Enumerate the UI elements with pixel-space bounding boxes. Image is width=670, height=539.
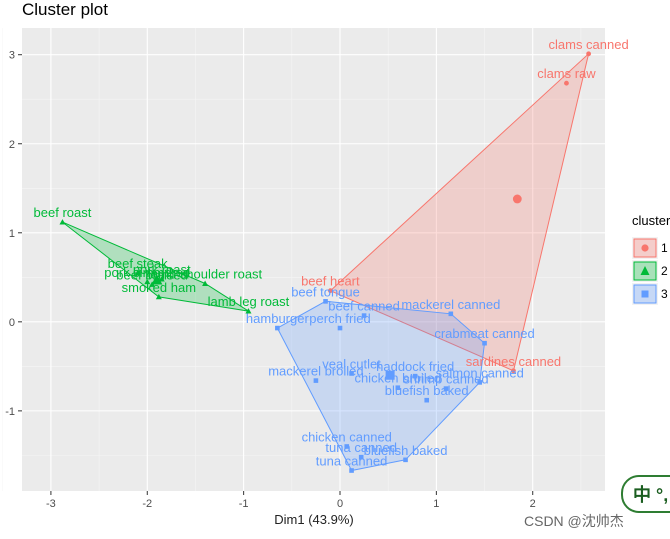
point-label: tuna canned [325,440,397,455]
data-point [202,280,209,286]
data-point [511,368,516,374]
point-label: perch fried [309,311,370,326]
cluster-center-3 [385,370,395,380]
point-labels: clams canned clams raw beef heart sardines … [34,37,629,469]
point-label: bluefish baked [385,383,469,398]
point-label: beef braised [116,267,188,282]
cluster-center-2 [151,274,163,285]
data-point [412,373,418,379]
data-point [349,468,354,473]
x-tick-label: 2 [530,498,536,510]
y-tick-label: 1 [9,228,15,240]
ime-badge[interactable]: 中 °, [621,475,670,513]
point-label: haddock fried [376,359,454,374]
data-point [361,313,367,318]
chart-title: Cluster plot [22,0,108,19]
cluster-hulls [62,52,590,472]
data-point [424,397,430,403]
cluster-hull-1 [329,52,590,372]
y-tick-label: 0 [9,317,15,329]
point-label: sardines canned [466,354,561,369]
data-point [337,325,343,331]
data-point [313,378,319,383]
legend-title: cluster [632,213,670,228]
y-tick-label: 3 [9,50,15,62]
cluster-center-1 [512,194,522,204]
point-label: hamburger [246,311,310,326]
data-point [245,308,252,314]
data-point [403,457,408,463]
data-point [327,288,333,294]
point-label: mackerel broiled [268,364,363,379]
point-label: clams canned [549,37,629,52]
point-label: mackerel canned [401,297,500,312]
x-tick-label: -2 [142,498,152,510]
data-point [482,340,487,346]
point-label: lamb shoulder roast [148,267,263,282]
point-label: beef roast [34,205,92,220]
point-label: salmon canned [436,365,524,380]
point-label: crabmeat canned [434,326,534,341]
watermark: CSDN @沈帅杰 [524,513,624,529]
data-point [477,380,483,385]
x-tick-label: -1 [239,498,249,510]
x-tick-label: 0 [337,498,343,510]
x-tick-label: 1 [433,498,439,510]
point-label: shrimp canned [403,372,488,387]
data-point [59,219,66,225]
legend-label-1: 1 [661,241,668,255]
data-point [349,371,354,376]
legend-label-2: 2 [661,264,668,278]
data-point [155,293,162,300]
y-tick-label: -1 [5,406,15,418]
axes: -3 -2 -1 0 1 2 -1 0 1 2 3 [5,50,536,510]
data-point [323,299,328,304]
ime-badge-text: 中 °, [633,485,669,505]
data-point [448,311,454,317]
legend-key-2 [632,260,658,282]
point-label: pork roast [133,262,191,277]
point-label: beef heart [301,274,360,289]
x-tick-label: -3 [46,498,56,510]
point-label: lamb leg roast [208,294,290,309]
data-point [158,276,165,282]
point-label: bluefish baked [364,443,448,458]
point-label: pork simmered [104,265,190,280]
point-label: chicken broiled [354,371,441,386]
data-point [358,454,364,460]
plot-panel [22,28,605,491]
cluster-points [59,51,592,473]
data-point [395,385,401,391]
data-point [443,386,449,391]
data-point [134,269,141,276]
data-point [144,278,151,285]
point-label: veal cutlet [322,356,381,371]
point-label: clams raw [537,66,596,81]
cluster-hull-3 [276,300,486,472]
y-tick-label: 2 [9,139,15,151]
point-label: beef steak [108,256,168,271]
data-point [344,444,350,449]
point-label: beef tongue [291,284,360,299]
point-label: tuna canned [316,454,388,469]
data-point [586,51,592,57]
data-point [275,325,280,331]
legend-key-3 [632,283,658,305]
data-point [564,80,569,86]
point-label: smoked ham [122,280,196,295]
point-label: beef canned [328,299,400,314]
legend-key-1 [632,237,658,259]
x-axis-label: Dim1 (43.9%) [274,512,354,527]
point-label: chicken canned [302,429,392,444]
legend-label-3: 3 [661,287,668,301]
